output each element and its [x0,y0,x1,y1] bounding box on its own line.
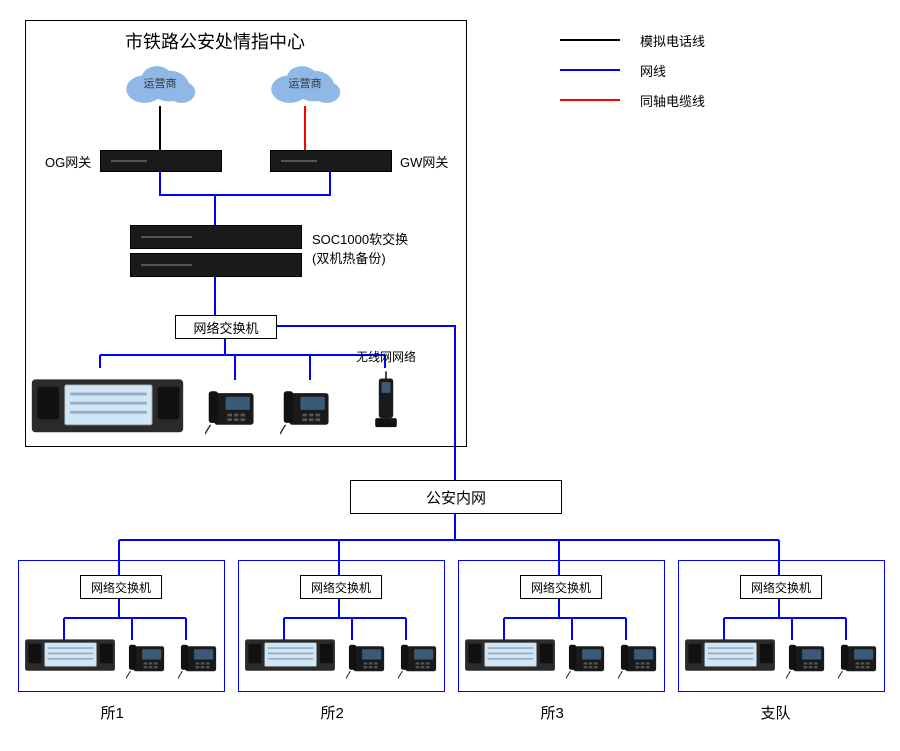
soc-device-1 [130,225,302,249]
public-security-intranet: 公安内网 [350,480,562,514]
operator-cloud-1: 运营商 [120,60,200,106]
gateway-device-2 [270,150,392,172]
gateway-label-2: GW网关 [400,152,448,171]
legend-label: 网线 [640,61,666,80]
branch-label-4: 支队 [761,702,791,723]
diagram-title: 市铁路公安处情指中心 [65,28,365,54]
branch-switch-1: 网络交换机 [80,575,162,599]
branch-switch-3: 网络交换机 [520,575,602,599]
legend-label: 同轴电缆线 [640,91,705,110]
branch-label-2: 所2 [321,702,344,723]
soc-label: SOC1000软交换(双机热备份) [312,229,408,267]
gateway-label-1: OG网关 [45,152,91,171]
branch-switch-2: 网络交换机 [300,575,382,599]
branch-label-3: 所3 [541,702,564,723]
main-network-switch: 网络交换机 [175,315,277,339]
branch-label-1: 所1 [101,702,124,723]
wireless-label: 无线网网络 [356,348,416,365]
gateway-device-1 [100,150,222,172]
operator-cloud-2: 运营商 [265,60,345,106]
branch-switch-4: 网络交换机 [740,575,822,599]
soc-device-2 [130,253,302,277]
legend-label: 模拟电话线 [640,31,705,50]
